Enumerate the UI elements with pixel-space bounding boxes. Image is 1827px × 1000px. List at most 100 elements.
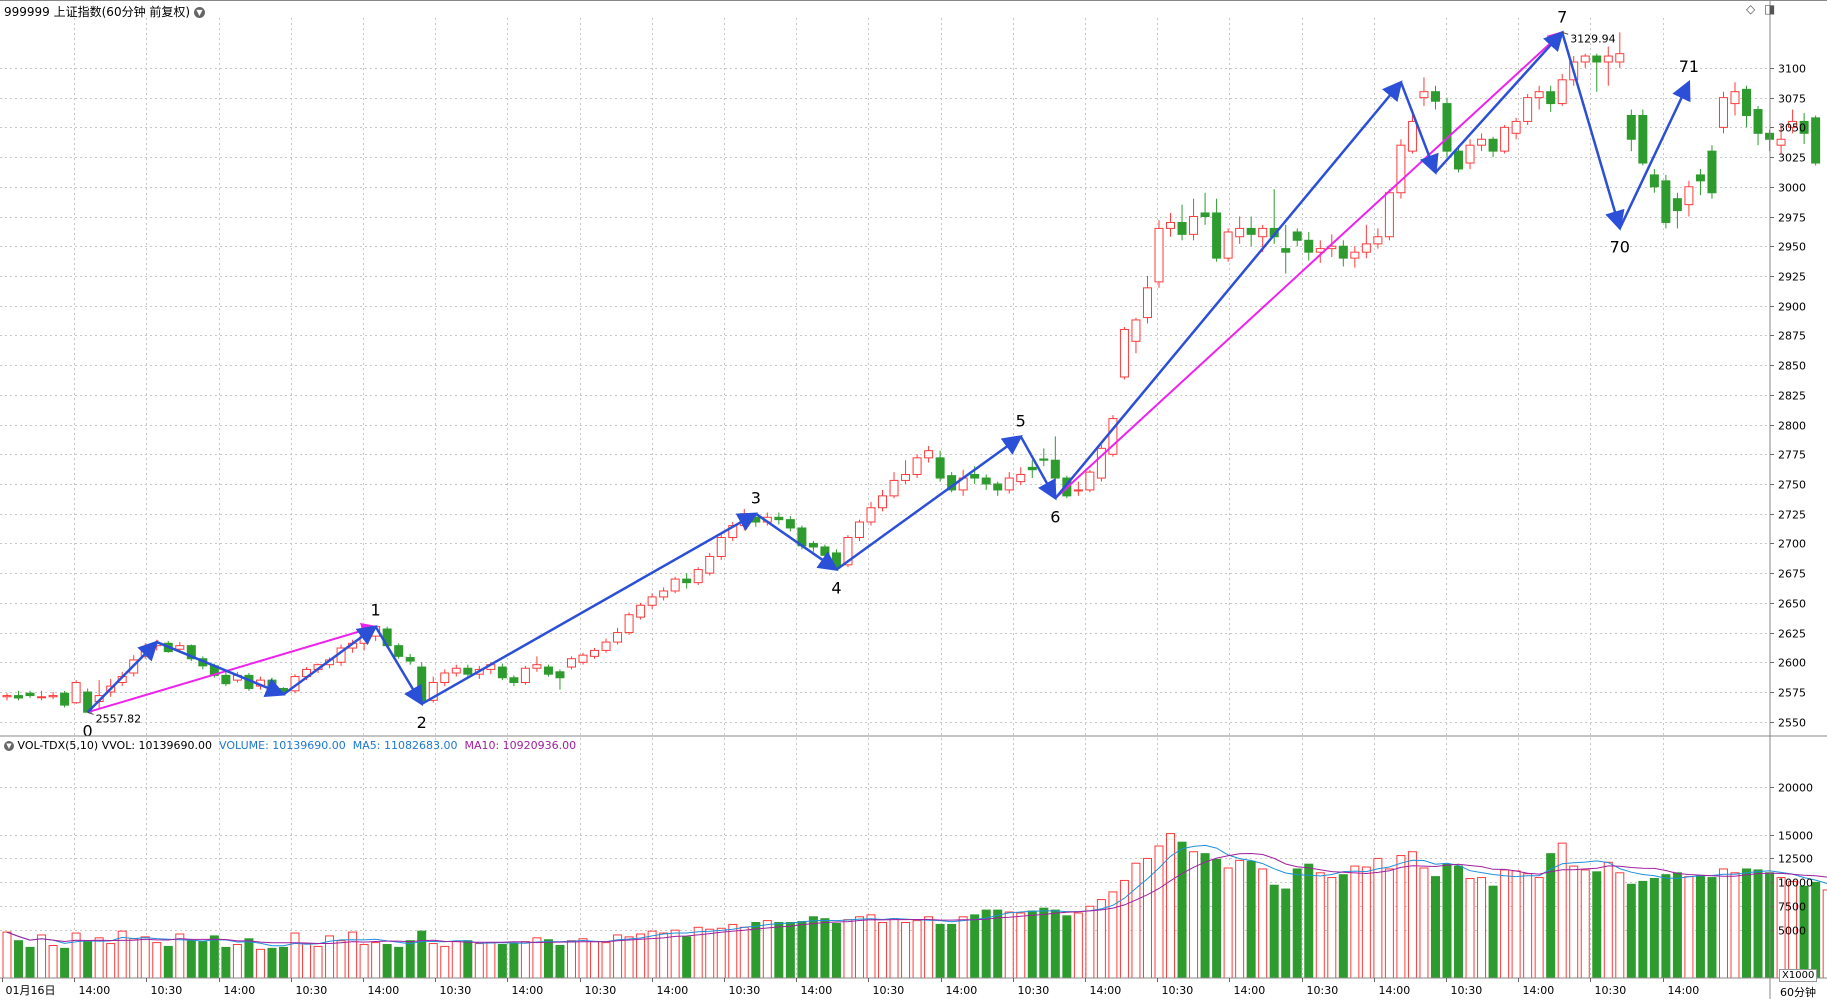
candle-up bbox=[440, 672, 450, 684]
candle-up bbox=[1085, 471, 1095, 491]
volume-bar-down bbox=[1212, 858, 1222, 979]
volume-bar-down bbox=[497, 944, 507, 979]
wave-label: 70 bbox=[1610, 237, 1630, 256]
volume-bar-up bbox=[1373, 857, 1383, 979]
candle-down bbox=[394, 645, 404, 657]
wave-label: 71 bbox=[1679, 57, 1699, 76]
volume-ma-lines bbox=[6, 844, 1827, 947]
volume-bar-down bbox=[1430, 876, 1440, 979]
candle-down bbox=[682, 578, 692, 584]
time-tick-label: 14:00 bbox=[1090, 984, 1122, 997]
volume-bar-down bbox=[1488, 885, 1498, 979]
volume-bar-up bbox=[290, 932, 300, 979]
candle-up bbox=[1477, 138, 1487, 146]
candle-down bbox=[417, 666, 427, 703]
price-extreme-label: 3129.94 bbox=[1570, 32, 1616, 45]
candle-up bbox=[1384, 192, 1394, 238]
volume-bar-down bbox=[1050, 909, 1060, 979]
blue-wave-line bbox=[835, 434, 1023, 571]
candle-up bbox=[2, 695, 12, 698]
volume-bar-up bbox=[1016, 912, 1026, 979]
magenta-trend-line bbox=[1054, 30, 1564, 499]
time-tick-label: 14:00 bbox=[657, 984, 689, 997]
volume-bar-down bbox=[1811, 881, 1821, 979]
time-tick-label: 14:00 bbox=[368, 984, 400, 997]
volume-bar-up bbox=[659, 932, 669, 979]
price-tick-label: 2875 bbox=[1778, 330, 1806, 343]
blue-wave-line bbox=[156, 640, 286, 697]
time-tick-label: 01月16日 bbox=[6, 984, 56, 997]
volume-bar-up bbox=[1684, 876, 1694, 979]
volume-bar-up bbox=[1073, 912, 1083, 979]
volume-bar-up bbox=[1189, 851, 1199, 979]
ma10-label: MA10: 10920936.00 bbox=[464, 739, 577, 752]
volume-dropdown-icon[interactable]: ▼ bbox=[4, 741, 14, 751]
blue-wave-line bbox=[282, 625, 378, 696]
volume-bar-down bbox=[83, 941, 93, 979]
time-tick-label: 14:00 bbox=[224, 984, 256, 997]
volume-bar-down bbox=[1027, 910, 1037, 979]
volume-bar-down bbox=[1592, 871, 1602, 979]
volume-bar-down bbox=[25, 946, 35, 979]
volume-bar-up bbox=[1511, 870, 1521, 979]
candle-up bbox=[1407, 120, 1417, 152]
blue-wave-line bbox=[1054, 80, 1403, 500]
candle-up bbox=[1004, 477, 1014, 491]
wave-label: 2 bbox=[417, 713, 427, 732]
volume-bar-down bbox=[1649, 878, 1659, 979]
volume-bar-up bbox=[843, 919, 853, 979]
candle-down bbox=[1799, 120, 1809, 134]
volume-bar-down bbox=[751, 922, 761, 979]
period-label[interactable]: 60分钟 bbox=[1780, 986, 1816, 999]
price-label-leader bbox=[87, 711, 94, 715]
price-tick-label: 2650 bbox=[1778, 598, 1806, 611]
volume-bar-up bbox=[359, 944, 369, 979]
volume-bar-down bbox=[198, 941, 208, 979]
price-tick-label: 3025 bbox=[1778, 152, 1806, 165]
volume-bar-down bbox=[808, 916, 818, 979]
blue-wave-line bbox=[1561, 31, 1625, 231]
time-tick-label: 14:00 bbox=[512, 984, 544, 997]
candle-down bbox=[970, 473, 980, 479]
candle-up bbox=[1615, 53, 1625, 63]
volume-bar-up bbox=[889, 918, 899, 979]
volume-bar-up bbox=[762, 920, 772, 979]
volume-bar-up bbox=[624, 936, 634, 979]
candle-up bbox=[636, 604, 646, 618]
price-tick-label: 2575 bbox=[1778, 687, 1806, 700]
candle-down bbox=[1454, 150, 1464, 170]
candle-down bbox=[751, 516, 761, 523]
candle-up bbox=[1142, 287, 1152, 319]
candle-down bbox=[981, 477, 991, 485]
volume-bar-up bbox=[71, 932, 81, 979]
price-tick-label: 2850 bbox=[1778, 360, 1806, 373]
time-tick-label: 14:00 bbox=[1668, 984, 1700, 997]
volume-bar-up bbox=[2, 931, 12, 979]
volume-bar-up bbox=[486, 942, 496, 979]
wave-label: 7 bbox=[1557, 7, 1567, 26]
price-tick-label: 2825 bbox=[1778, 390, 1806, 403]
volume-bar-down bbox=[935, 923, 945, 979]
diamond-icon[interactable]: ◇ bbox=[1746, 2, 1756, 16]
volume-bar-up bbox=[1258, 868, 1268, 979]
vol-unit-label: X1000 bbox=[1779, 969, 1818, 982]
volume-bars bbox=[2, 833, 1827, 979]
candle-up bbox=[48, 695, 58, 698]
price-tick-label: 2600 bbox=[1778, 657, 1806, 670]
volume-bar-up bbox=[336, 940, 346, 979]
candle-down bbox=[1338, 245, 1348, 259]
panel-toggle-icon[interactable]: ◨ bbox=[1764, 2, 1776, 16]
candle-down bbox=[1269, 227, 1279, 238]
candle-down bbox=[993, 483, 1003, 491]
time-tick-label: 14:00 bbox=[1379, 984, 1411, 997]
volume-bar-down bbox=[267, 947, 277, 979]
price-tick-label: 2750 bbox=[1778, 479, 1806, 492]
time-tick-label: 10:30 bbox=[296, 984, 328, 997]
candle-down bbox=[1050, 459, 1060, 479]
candle-up bbox=[624, 614, 634, 634]
blue-wave-line bbox=[86, 640, 159, 714]
volume-bar-up bbox=[140, 936, 150, 979]
volume-bar-down bbox=[1638, 880, 1648, 979]
title-dropdown-icon[interactable]: ▼ bbox=[193, 7, 205, 18]
